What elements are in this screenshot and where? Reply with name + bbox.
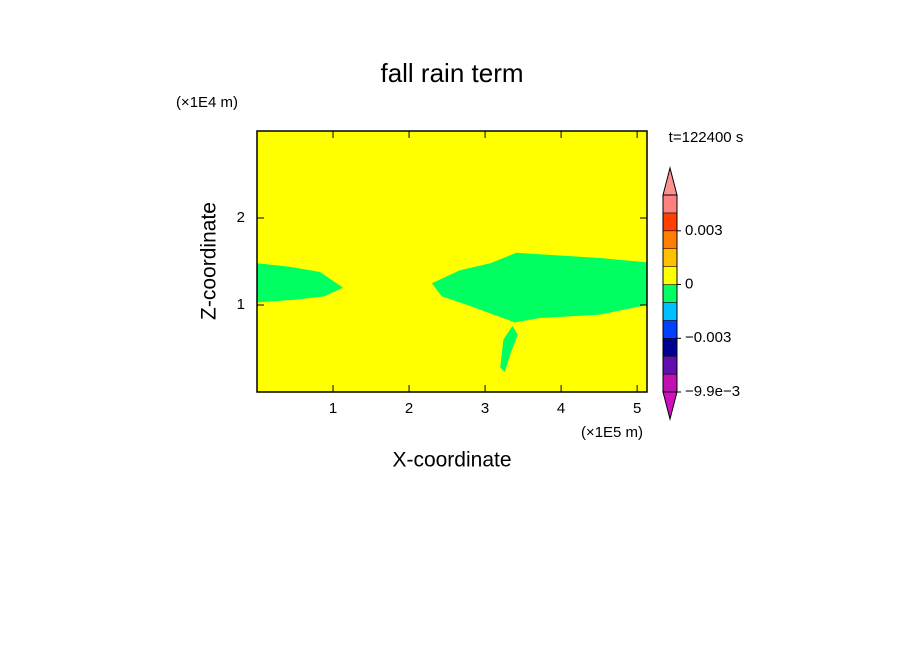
y-unit: (×1E4 m) bbox=[176, 94, 238, 111]
y-tick-label: 2 bbox=[237, 209, 245, 226]
x-axis-label: X-coordinate bbox=[392, 449, 511, 472]
x-tick-label: 5 bbox=[633, 400, 641, 417]
x-tick-label: 3 bbox=[481, 400, 489, 417]
y-tick-label: 1 bbox=[237, 296, 245, 313]
colorbar-box bbox=[662, 194, 678, 214]
time-annotation: t=122400 s bbox=[669, 129, 744, 146]
y-axis-label: Z-coordinate bbox=[198, 202, 221, 320]
contour-region bbox=[500, 325, 518, 372]
colorbar-tick-label: −0.003 bbox=[685, 329, 731, 346]
contour-region bbox=[257, 263, 343, 303]
plot-frame bbox=[256, 130, 648, 393]
x-tick-label: 1 bbox=[329, 400, 337, 417]
x-tick-label: 2 bbox=[405, 400, 413, 417]
colorbar-box bbox=[662, 320, 678, 339]
contour-region bbox=[431, 252, 647, 323]
chart-title: fall rain term bbox=[380, 58, 523, 88]
x-tick-label: 4 bbox=[557, 400, 565, 417]
colorbar-box bbox=[662, 230, 678, 249]
x-unit: (×1E5 m) bbox=[581, 424, 643, 441]
colorbar-box bbox=[662, 284, 678, 303]
colorbar-box bbox=[662, 338, 678, 357]
colorbar-box bbox=[662, 302, 678, 321]
colorbar-frame bbox=[662, 194, 678, 393]
colorbar-box bbox=[662, 248, 678, 267]
colorbar-box bbox=[662, 373, 678, 393]
colorbar-box bbox=[662, 212, 678, 232]
colorbar-tick-label: 0.003 bbox=[685, 222, 723, 239]
colorbar-tick-label: 0 bbox=[685, 276, 693, 293]
colorbar-box bbox=[662, 355, 678, 375]
colorbar-box bbox=[662, 266, 678, 285]
colorbar-tick-label: −9.9e−3 bbox=[685, 383, 740, 400]
